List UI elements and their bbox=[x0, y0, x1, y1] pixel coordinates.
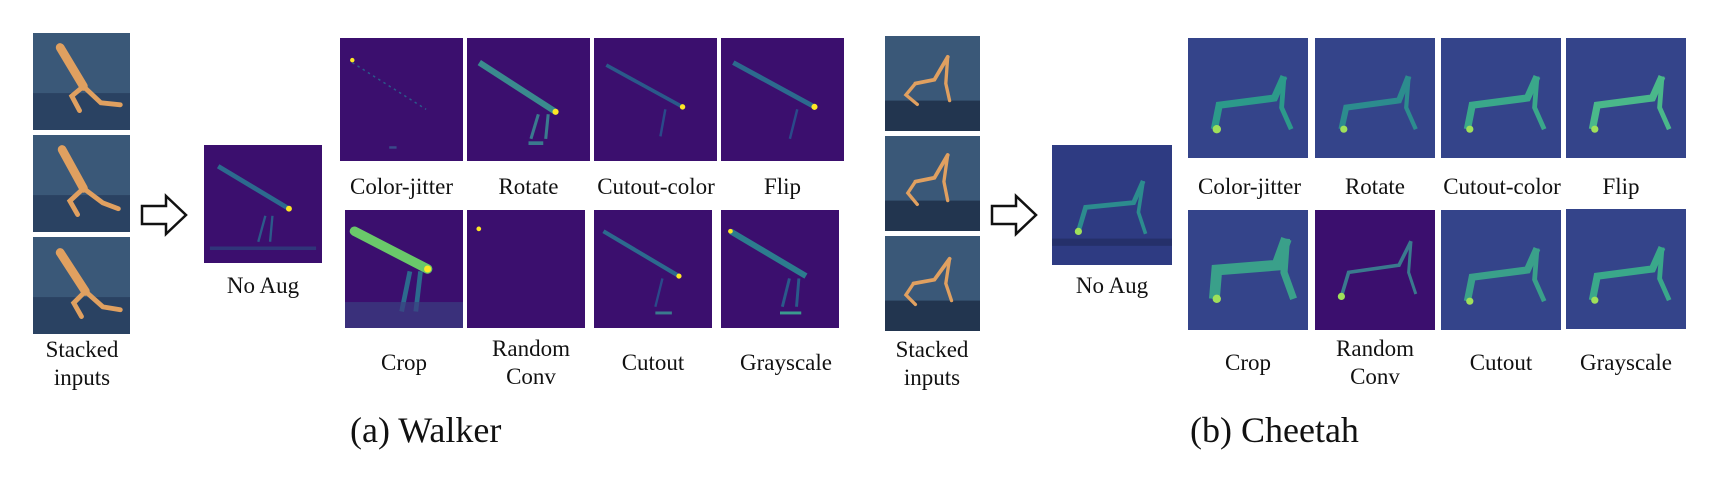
cheetah-map-cutout-color bbox=[1440, 38, 1562, 158]
cheetah-subcaption: (b) Cheetah bbox=[1190, 410, 1359, 450]
cheetah-map-color-jitter bbox=[1188, 38, 1308, 158]
walker-map-rotate bbox=[467, 38, 590, 161]
cheetah-noaug-map bbox=[1052, 145, 1172, 265]
walker-map-flip bbox=[721, 38, 844, 161]
cheetah-label-color-jitter: Color-jitter bbox=[1197, 174, 1302, 199]
walker-arrow-icon bbox=[140, 193, 188, 237]
walker-map-cutout-color bbox=[594, 38, 717, 161]
walker-map-color-jitter bbox=[340, 38, 463, 161]
walker-input-frame-1 bbox=[33, 33, 130, 130]
cheetah-label-cutout: Cutout bbox=[1469, 350, 1533, 375]
walker-map-random-conv bbox=[467, 210, 585, 328]
cheetah-input-frame-2 bbox=[885, 136, 980, 231]
walker-label-random-conv: Random Conv bbox=[492, 336, 570, 389]
walker-label-color-jitter: Color-jitter bbox=[349, 174, 454, 199]
walker-input-frame-2 bbox=[33, 135, 130, 232]
walker-map-crop bbox=[345, 210, 463, 328]
cheetah-input-frame-1 bbox=[885, 36, 980, 131]
cheetah-label-cutout-color: Cutout-color bbox=[1443, 174, 1561, 199]
cheetah-label-grayscale: Grayscale bbox=[1580, 350, 1672, 375]
cheetah-noaug-label: No Aug bbox=[1075, 273, 1149, 298]
cheetah-label-rotate: Rotate bbox=[1344, 174, 1406, 199]
walker-label-cutout-color: Cutout-color bbox=[597, 174, 715, 199]
cheetah-label-crop: Crop bbox=[1225, 350, 1271, 375]
walker-label-cutout: Cutout bbox=[621, 350, 685, 375]
walker-input-frame-3 bbox=[33, 237, 130, 334]
walker-stacked-label: Stacked inputs bbox=[45, 337, 119, 390]
walker-label-crop: Crop bbox=[381, 350, 427, 375]
cheetah-map-rotate bbox=[1314, 38, 1436, 158]
cheetah-map-crop bbox=[1188, 210, 1308, 330]
cheetah-map-random-conv bbox=[1314, 210, 1436, 330]
cheetah-label-flip: Flip bbox=[1602, 174, 1640, 199]
cheetah-map-grayscale bbox=[1566, 208, 1686, 330]
cheetah-arrow-icon bbox=[990, 193, 1038, 237]
cheetah-map-flip bbox=[1566, 38, 1686, 158]
walker-label-flip: Flip bbox=[763, 174, 802, 199]
walker-label-rotate: Rotate bbox=[498, 174, 559, 199]
walker-subcaption: (a) Walker bbox=[350, 410, 502, 450]
cheetah-map-cutout bbox=[1440, 210, 1562, 330]
walker-map-grayscale bbox=[721, 210, 839, 328]
cheetah-stacked-label: Stacked inputs bbox=[895, 337, 969, 390]
walker-noaug-map bbox=[204, 145, 322, 263]
walker-label-grayscale: Grayscale bbox=[740, 350, 832, 375]
cheetah-label-random-conv: Random Conv bbox=[1336, 336, 1414, 389]
walker-noaug-label: No Aug bbox=[226, 273, 300, 298]
walker-map-cutout bbox=[594, 210, 712, 328]
cheetah-input-frame-3 bbox=[885, 236, 980, 331]
